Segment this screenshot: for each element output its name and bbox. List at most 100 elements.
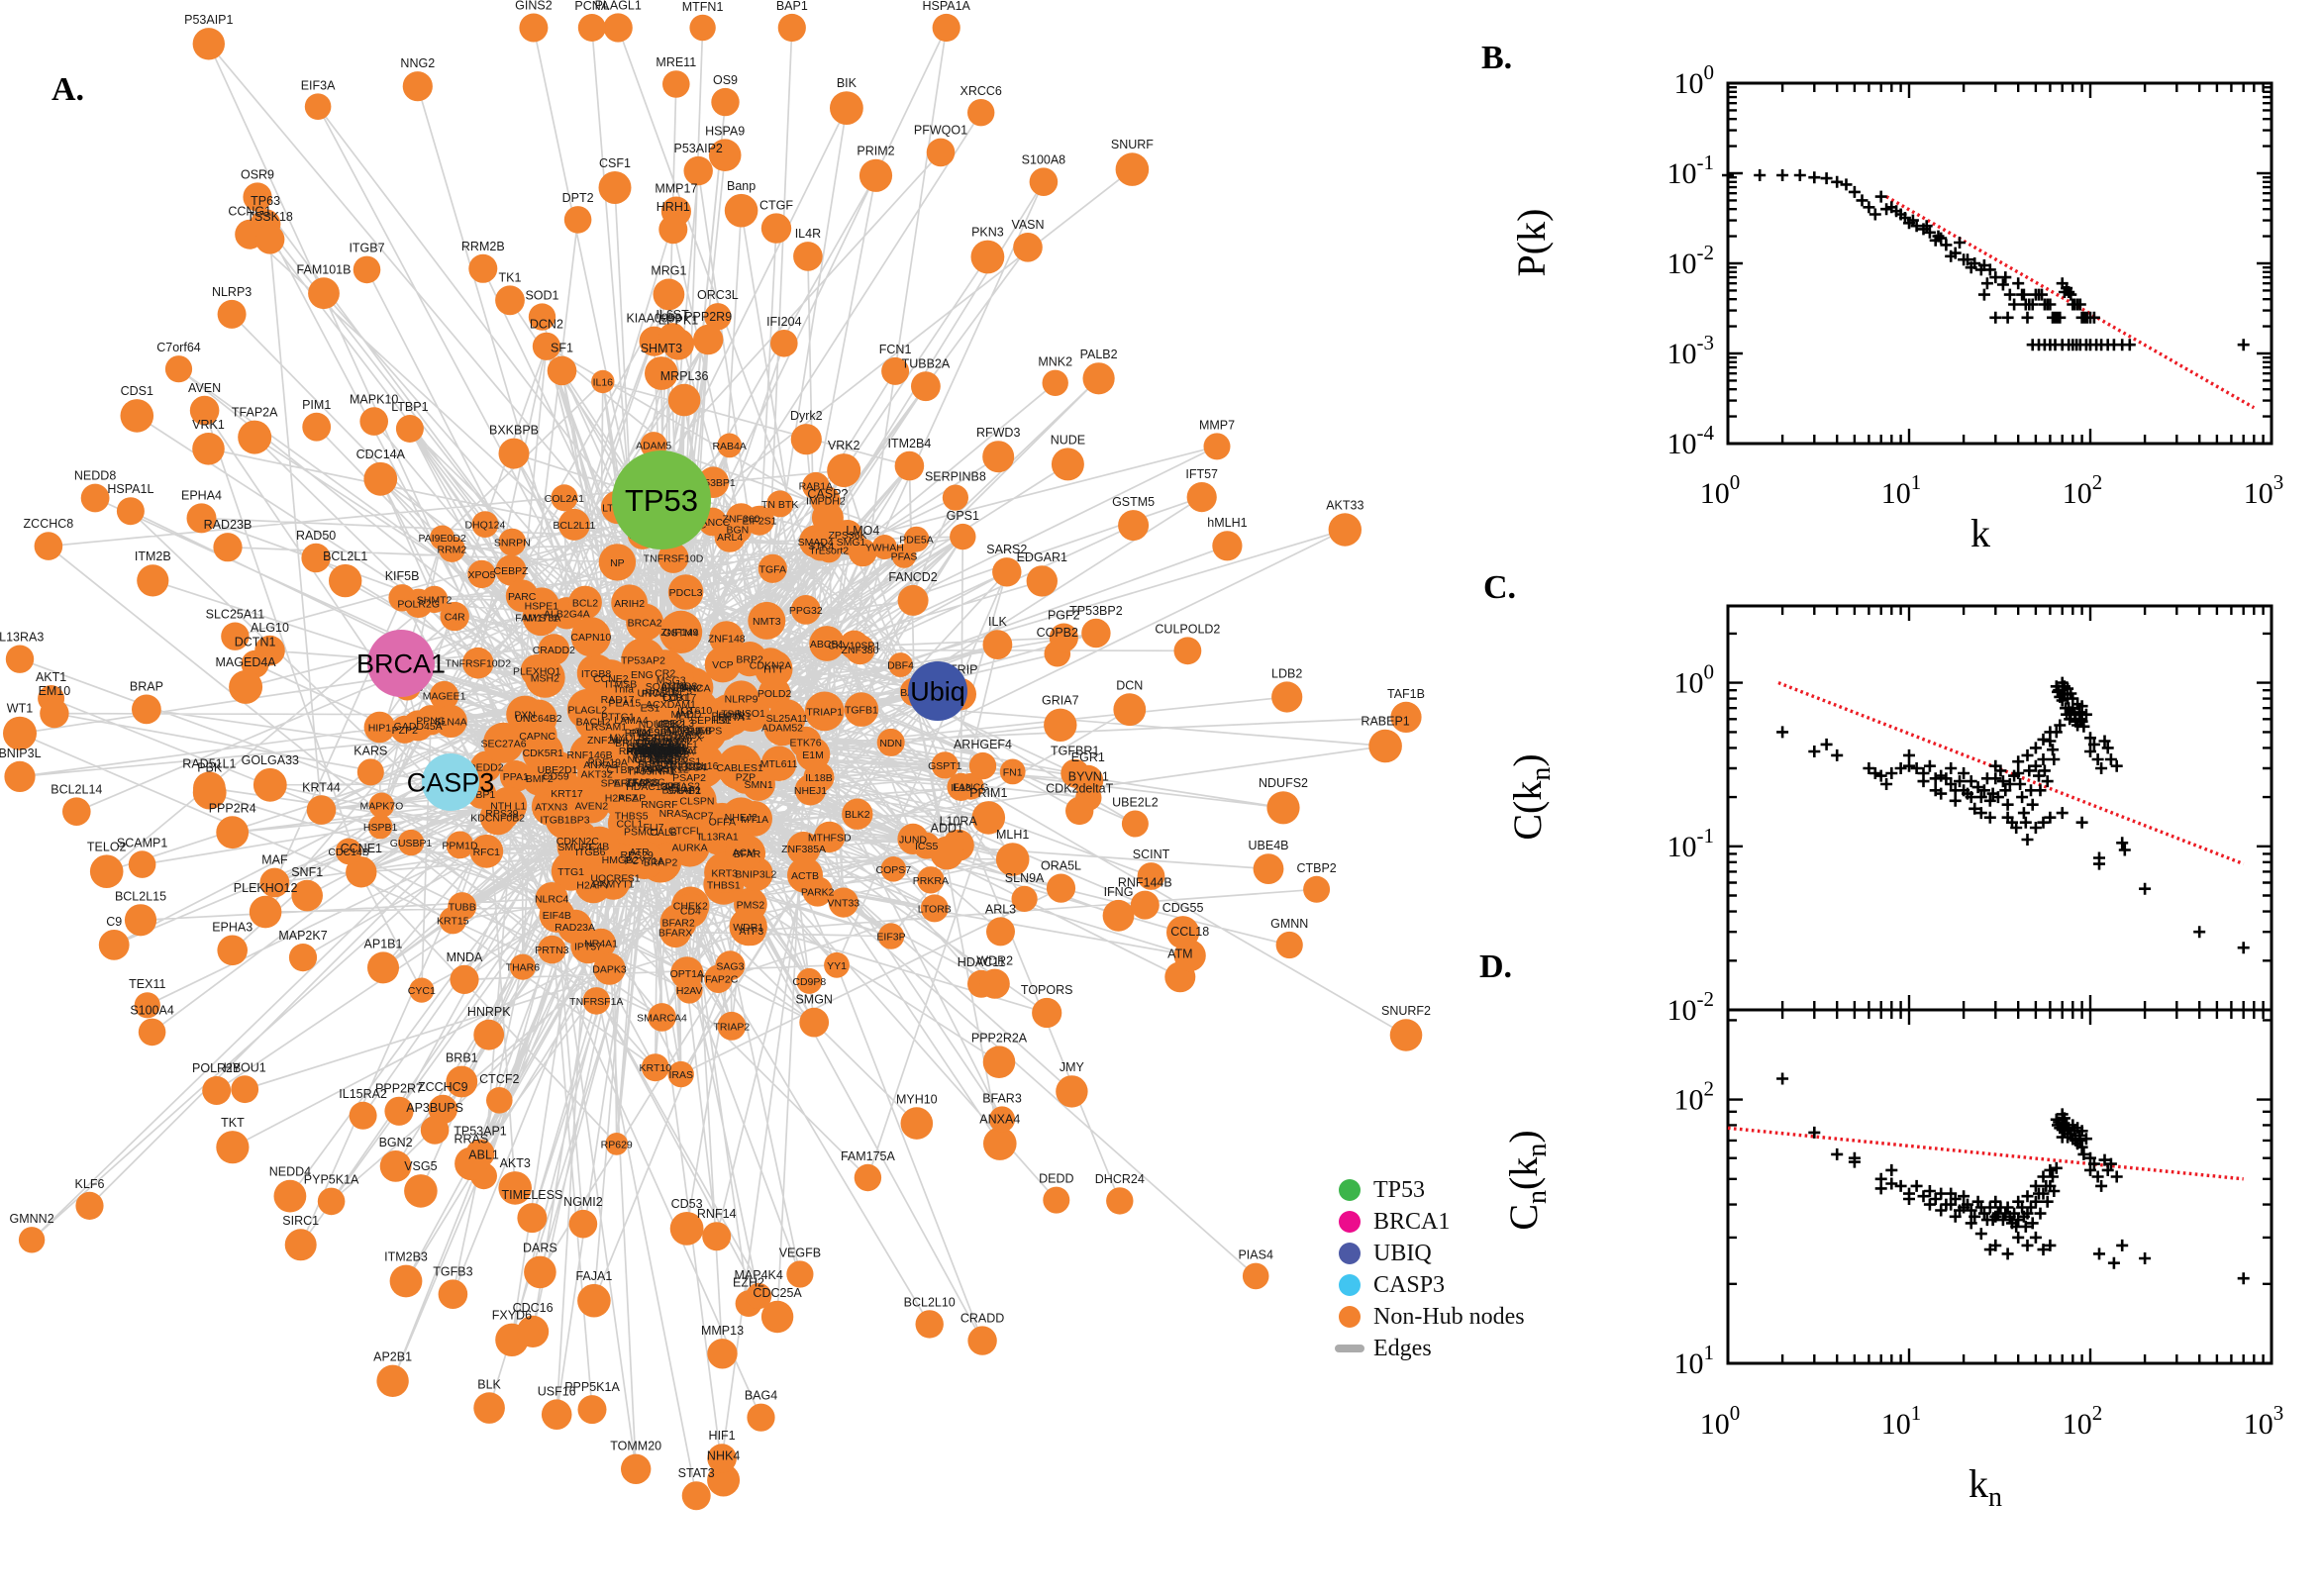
gene-label: SHMT2 (417, 594, 453, 606)
non-hub-node (498, 528, 527, 556)
gene-label: ZNF24 (587, 735, 619, 747)
non-hub-node (657, 542, 689, 573)
gene-label: CTCFL (668, 826, 702, 838)
gene-label: TP53BP2 (1069, 604, 1123, 618)
gene-label: SEPHS1 (690, 715, 732, 727)
gene-label: PPP5K1A (564, 1380, 620, 1394)
x-tick-label: 103 (2244, 470, 2284, 510)
gene-label: SMN1 (745, 779, 773, 791)
gene-label: FCN1 (879, 343, 912, 356)
gene-label: NTH L1 (490, 801, 526, 813)
non-hub-node (1056, 1075, 1088, 1108)
non-hub-node (637, 726, 685, 774)
gene-label: SF3A1 (638, 732, 669, 744)
gene-label: BNIP3L2 (735, 869, 776, 881)
non-hub-node (367, 814, 393, 840)
gene-label: PZP2 (392, 725, 418, 737)
gene-label: NUDE (1051, 433, 1085, 447)
non-hub-node (627, 684, 673, 731)
gene-label: STAT3 (678, 1466, 715, 1480)
non-hub-node (89, 854, 124, 888)
gene-label: CTBP1 (606, 764, 640, 776)
non-hub-node (356, 758, 384, 786)
gene-label: SNRPN (494, 538, 531, 549)
gene-label: PARK2 (801, 886, 835, 898)
gene-label: MLH1 (996, 828, 1029, 842)
non-hub-node (871, 535, 897, 559)
gene-label: BLK2 (845, 809, 870, 821)
gene-label: NEDD8 (74, 469, 116, 483)
axis-ticks (1726, 1010, 2273, 1365)
gene-label: DHQ124 (464, 520, 505, 532)
gene-label: RAD17 (601, 694, 635, 706)
gene-label: BRAP (130, 680, 163, 694)
gene-label: LDB3 (656, 748, 682, 759)
gene-label: E1M (802, 749, 824, 761)
gene-label: CRADD2 (533, 645, 575, 656)
gene-label: H2AFY (576, 880, 610, 892)
gene-label: S100A4 (130, 1004, 174, 1018)
gene-label: MPHOSPH6 (630, 746, 688, 757)
non-hub-node (639, 783, 680, 825)
x-tick-label: 100 (1700, 470, 1741, 510)
gene-label: PPA1 (503, 771, 529, 783)
gene-label: DBF4 (887, 660, 914, 672)
gene-label: HSPA1L (107, 482, 153, 496)
gene-label: OFFA (709, 817, 736, 829)
gene-label: BRCA2 (628, 618, 662, 630)
gene-label: TKT2 (648, 754, 673, 766)
gene-label: TRIAP2 (714, 1021, 751, 1033)
chart-panel-b: 100 10-1 10-2 10-3 10-4 100 101 102 103 P(k) k (1509, 60, 2283, 555)
gene-label: BNIP3L (0, 747, 42, 760)
gene-label: PEA15 (609, 698, 642, 710)
gene-label: RRHGDIB (634, 745, 681, 756)
gene-label: P53AIP2 (674, 142, 723, 155)
gene-label: LMO4 (846, 524, 879, 538)
non-hub-node (854, 1163, 882, 1192)
gene-label: WDR2 (976, 954, 1013, 968)
gene-label: MADD (670, 709, 701, 721)
gene-label: RP629 (601, 1139, 633, 1150)
gene-label: IL4R (795, 227, 821, 241)
gene-label: MMP18 (654, 748, 689, 760)
gene-label: PPNG (416, 715, 446, 727)
non-hub-node (120, 399, 154, 433)
non-hub-node (498, 438, 530, 469)
gene-label: CDC25A (753, 1286, 802, 1300)
non-hub-node (551, 484, 578, 512)
gene-label: TEX11 (129, 977, 165, 991)
gene-label: HCL53 (641, 743, 673, 754)
non-hub-node (302, 412, 332, 442)
gene-label: SPARC (601, 778, 637, 790)
non-hub-node (532, 332, 561, 360)
non-hub-node (824, 951, 850, 978)
non-hub-node (707, 1444, 737, 1473)
non-hub-node (660, 613, 699, 650)
non-hub-node (495, 285, 525, 316)
gene-label: ARHGEF4 (954, 738, 1012, 751)
legend-item-tp53: TP53 (1339, 1174, 1525, 1206)
non-hub-node (999, 758, 1026, 785)
gene-label: JMY (1060, 1060, 1085, 1074)
non-hub-node (541, 1399, 572, 1430)
gene-label: HDAC11 (958, 955, 1005, 969)
gene-label: THBS2 (652, 737, 685, 748)
gene-label: UBE4B (1249, 839, 1289, 852)
fit-line (1885, 195, 2256, 410)
hub-label-tp53: TP53 (625, 483, 698, 518)
gene-label: PPDCSF1 (625, 728, 673, 740)
network-node-labels: PTTG1 ELL DBF4 POLD2 FXYD6 LAMA4 CDKN2C PRKRA CC… (0, 0, 1431, 1480)
non-hub-node (1044, 708, 1077, 742)
gene-label: CAPN10 (570, 632, 611, 644)
non-hub-node (602, 665, 640, 702)
gene-label: SF1 (551, 342, 573, 355)
gene-label: LAMA5 (654, 743, 688, 754)
non-hub-node (1102, 899, 1135, 932)
non-hub-node (1082, 362, 1115, 395)
gene-label: FXYD6 (492, 1309, 532, 1323)
non-hub-node (306, 795, 337, 825)
gene-label: MAPK7O (360, 800, 404, 812)
gene-label: IL15RA2 (339, 1087, 387, 1101)
gene-label: CHEK2 (673, 901, 708, 913)
non-hub-node (193, 771, 226, 805)
